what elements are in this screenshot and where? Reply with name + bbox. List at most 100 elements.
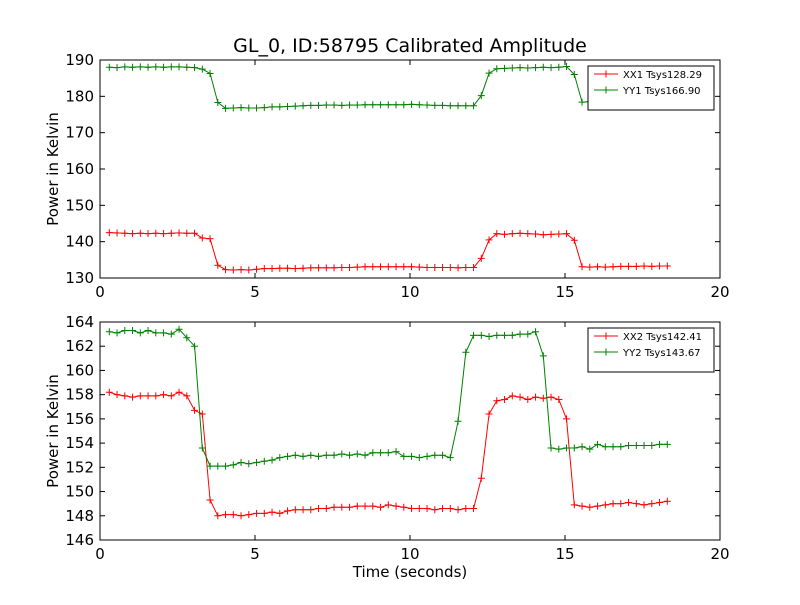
data-point [656, 498, 664, 506]
data-point [299, 264, 307, 272]
data-point [284, 507, 292, 515]
data-point [315, 452, 323, 460]
data-point [222, 511, 230, 519]
data-point [663, 262, 671, 270]
data-point [454, 264, 462, 272]
x-tick-label: 5 [250, 283, 260, 301]
data-point [555, 445, 563, 453]
data-point [276, 454, 284, 462]
data-point [392, 502, 400, 510]
data-point [330, 264, 338, 272]
data-point [625, 262, 633, 270]
data-point [470, 505, 478, 513]
data-point [276, 509, 284, 517]
data-point [439, 451, 447, 459]
data-point [198, 65, 206, 73]
data-point [663, 497, 671, 505]
legend-marker [602, 86, 610, 94]
data-point [532, 64, 540, 72]
y-tick-label: 150 [65, 196, 94, 214]
data-point [555, 396, 563, 404]
data-point [346, 263, 354, 271]
y-tick-label: 170 [65, 124, 94, 142]
data-point [384, 263, 392, 271]
data-point [423, 263, 431, 271]
data-point [191, 406, 199, 414]
data-point [167, 63, 175, 71]
data-point [160, 230, 168, 238]
data-point [167, 229, 175, 237]
data-point [260, 104, 268, 112]
data-point [609, 443, 617, 451]
data-point [183, 334, 191, 342]
y-axis-label: Power in Kelvin [44, 112, 62, 226]
x-axis-label: Time (seconds) [352, 563, 468, 581]
axes-1: 0 5 10 15 20 130 140 150 160 170 180 190 GL_0, ID:58… [44, 35, 730, 301]
data-point [516, 64, 524, 72]
data-point [346, 451, 354, 459]
data-point [501, 331, 509, 339]
data-point [493, 397, 501, 405]
data-point [625, 442, 633, 450]
data-point [563, 415, 571, 423]
data-point [609, 500, 617, 508]
data-point [160, 63, 168, 71]
data-point [586, 445, 594, 453]
data-point [446, 102, 454, 110]
y-tick-label: 190 [65, 51, 94, 69]
data-point [361, 101, 369, 109]
data-point [330, 451, 338, 459]
data-point [167, 392, 175, 400]
data-point [524, 330, 532, 338]
data-point [253, 458, 261, 466]
data-point [237, 266, 245, 274]
data-point [415, 101, 423, 109]
data-point [508, 64, 516, 72]
data-point [508, 331, 516, 339]
data-point [532, 393, 540, 401]
data-point [183, 392, 191, 400]
data-point [446, 505, 454, 513]
data-point [253, 509, 261, 517]
legend: XX2 Tsys142.41 YY2 Tsys143.67 [587, 327, 715, 373]
data-point [322, 101, 330, 109]
data-point [431, 101, 439, 109]
data-point [446, 454, 454, 462]
x-tick-label: 0 [95, 283, 105, 301]
data-point [570, 501, 578, 509]
data-point [121, 326, 129, 334]
data-point [617, 262, 625, 270]
data-point [214, 512, 222, 520]
data-point [291, 506, 299, 514]
data-point [501, 230, 509, 238]
data-point [477, 92, 485, 100]
data-point [485, 410, 493, 418]
data-point [454, 417, 462, 425]
data-point [648, 442, 656, 450]
y-tick-label: 156 [65, 410, 94, 428]
data-point [113, 391, 121, 399]
data-point [578, 98, 586, 106]
data-point [338, 450, 346, 458]
data-point [167, 330, 175, 338]
data-point [570, 236, 578, 244]
data-point [493, 331, 501, 339]
series-1 [105, 229, 671, 274]
data-point [121, 229, 129, 237]
data-point [400, 263, 408, 271]
data-point [477, 474, 485, 482]
x-tick-label: 5 [250, 545, 260, 563]
data-point [454, 506, 462, 514]
y-tick-label: 150 [65, 483, 94, 501]
data-point [136, 392, 144, 400]
data-point [408, 505, 416, 513]
data-point [260, 265, 268, 273]
data-point [353, 101, 361, 109]
data-point [501, 64, 509, 72]
data-point [462, 348, 470, 356]
data-point [563, 230, 571, 238]
data-point [315, 101, 323, 109]
data-point [144, 230, 152, 238]
data-point [408, 263, 416, 271]
